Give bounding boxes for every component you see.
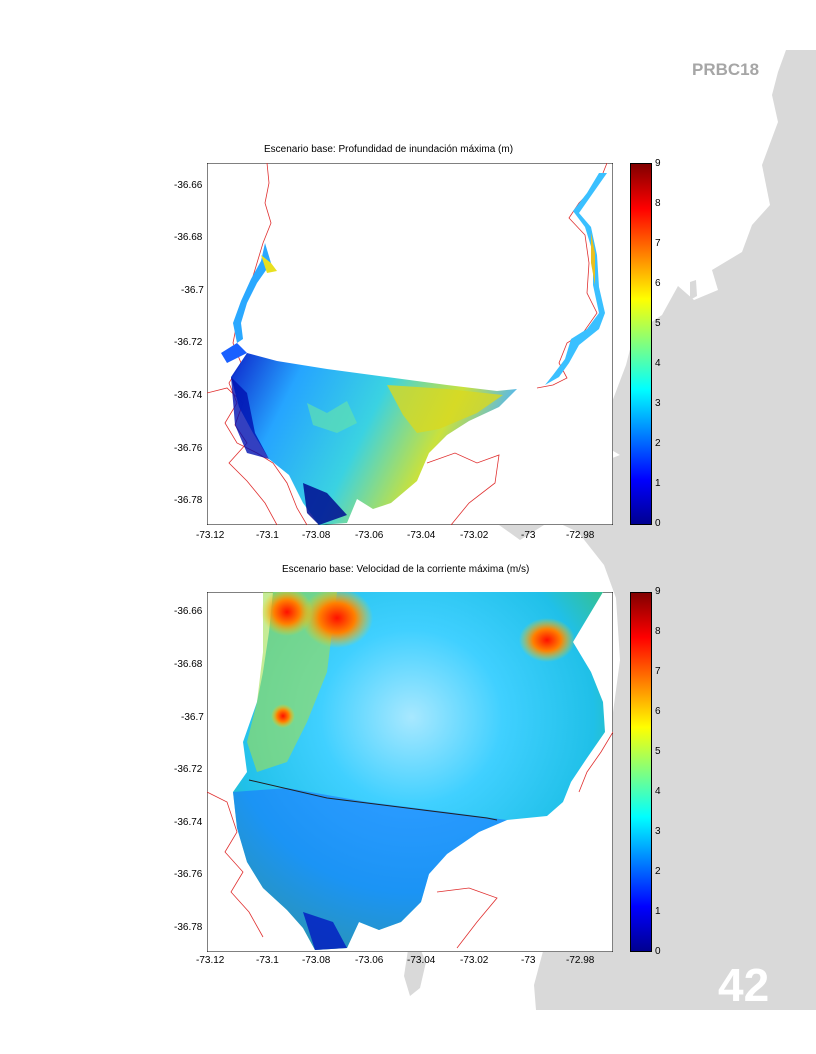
chart-1-x-tick: -73.1 <box>256 530 279 541</box>
chart-2-x-tick: -73.04 <box>407 955 436 966</box>
chart-1-colorbar <box>630 163 652 525</box>
chart-2-colorbar-tick: 2 <box>655 866 661 877</box>
chart-2-colorbar-tick: 8 <box>655 626 661 637</box>
chart-1-x-tick: -73.04 <box>407 530 436 541</box>
chart-2-colorbar-tick: 9 <box>655 586 661 597</box>
chart-1-plot <box>207 163 613 525</box>
chart-2-colorbar-tick: 3 <box>655 826 661 837</box>
chart-2-title: Escenario base: Velocidad de la corrient… <box>282 564 530 575</box>
chart-1-colorbar-tick: 6 <box>655 278 661 289</box>
chart-1-y-tick: -36.72 <box>174 337 203 348</box>
chart-2-x-tick: -73.1 <box>256 955 279 966</box>
chart-2-y-tick: -36.76 <box>174 869 203 880</box>
chart-2-x-tick: -73.06 <box>355 955 384 966</box>
chart-2-y-tick: -36.7 <box>181 712 204 723</box>
chart-2-colorbar-tick: 5 <box>655 746 661 757</box>
chart-2-y-tick: -36.66 <box>174 606 203 617</box>
chart-2-x-tick: -73.08 <box>302 955 331 966</box>
chart-1-x-tick: -73 <box>521 530 536 541</box>
chart-1-y-tick: -36.68 <box>174 232 203 243</box>
chart-2-y-tick: -36.68 <box>174 659 203 670</box>
chart-1-x-tick: -73.12 <box>196 530 225 541</box>
chart-2-colorbar-tick: 7 <box>655 666 661 677</box>
chart-2-x-tick: -72.98 <box>566 955 595 966</box>
chart-1-y-tick: -36.7 <box>181 285 204 296</box>
chart-2-colorbar-tick: 1 <box>655 906 661 917</box>
chart-1-x-tick: -73.08 <box>302 530 331 541</box>
chart-1-colorbar-tick: 0 <box>655 518 661 529</box>
chart-1-y-tick: -36.66 <box>174 180 203 191</box>
chart-2-x-tick: -73.02 <box>460 955 489 966</box>
chart-1-colorbar-tick: 2 <box>655 438 661 449</box>
chart-2-colorbar-tick: 6 <box>655 706 661 717</box>
document-code: PRBC18 <box>692 60 760 79</box>
chart-2-y-tick: -36.72 <box>174 764 203 775</box>
chart-2-colorbar <box>630 592 652 952</box>
chart-2-x-tick: -73.12 <box>196 955 225 966</box>
chart-2-y-tick: -36.78 <box>174 922 203 933</box>
chart-2-colorbar-tick: 4 <box>655 786 661 797</box>
chart-2-y-tick: -36.74 <box>174 817 203 828</box>
chart-1-colorbar-tick: 9 <box>655 158 661 169</box>
page-number: 42 <box>718 959 770 1011</box>
chart-1-colorbar-tick: 1 <box>655 478 661 489</box>
chart-1-y-tick: -36.74 <box>174 390 203 401</box>
chart-1-x-tick: -72.98 <box>566 530 595 541</box>
chart-2-plot <box>207 592 613 952</box>
chart-1-colorbar-tick: 5 <box>655 318 661 329</box>
chart-1-y-tick: -36.76 <box>174 443 203 454</box>
chart-1-colorbar-tick: 4 <box>655 358 661 369</box>
chart-1-colorbar-tick: 8 <box>655 198 661 209</box>
chart-2-x-tick: -73 <box>521 955 536 966</box>
chart-1-x-tick: -73.02 <box>460 530 489 541</box>
chart-1-colorbar-tick: 7 <box>655 238 661 249</box>
chart-2-colorbar-tick: 0 <box>655 946 661 957</box>
chart-1-x-tick: -73.06 <box>355 530 384 541</box>
chart-1-colorbar-tick: 3 <box>655 398 661 409</box>
chart-1-y-tick: -36.78 <box>174 495 203 506</box>
chart-1-title: Escenario base: Profundidad de inundació… <box>264 144 514 155</box>
